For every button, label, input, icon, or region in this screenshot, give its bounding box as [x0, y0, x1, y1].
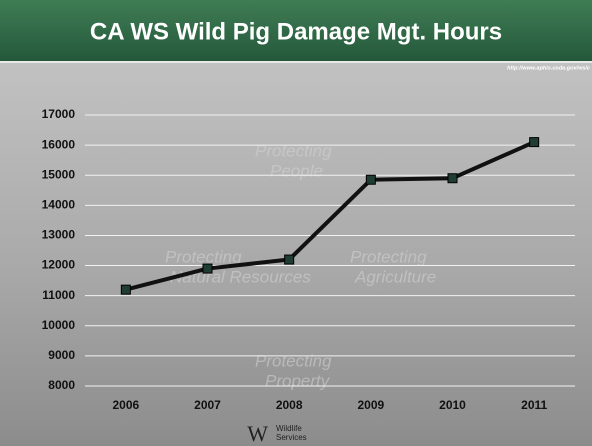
x-tick-label: 2007	[194, 398, 221, 412]
watermark: Natural Resources	[170, 267, 311, 286]
y-tick-label: 14000	[42, 198, 76, 212]
x-tick-label: 2010	[439, 398, 466, 412]
x-tick-label: 2008	[276, 398, 303, 412]
y-tick-label: 15000	[42, 167, 76, 181]
y-tick-label: 13000	[42, 228, 76, 242]
y-tick-label: 9000	[48, 348, 75, 362]
x-tick-label: 2006	[112, 398, 139, 412]
data-marker	[448, 174, 457, 183]
watermark: People	[270, 161, 323, 180]
x-tick-label: 2009	[357, 398, 384, 412]
logo-mark: W	[247, 421, 268, 446]
watermark: Property	[265, 371, 331, 390]
watermark: Agriculture	[354, 267, 436, 286]
slide: CA WS Wild Pig Damage Mgt. Hours http://…	[0, 0, 592, 446]
y-tick-label: 11000	[42, 288, 75, 302]
data-marker	[366, 175, 375, 184]
watermark: Protecting	[255, 351, 332, 370]
source-url: http://www.aphis.usda.gov/ws/c	[507, 65, 590, 71]
y-tick-label: 12000	[42, 258, 76, 272]
logo-text: Services	[276, 433, 307, 442]
y-tick-label: 17000	[42, 107, 76, 121]
data-marker	[530, 138, 539, 147]
watermark: Protecting	[350, 247, 427, 266]
y-tick-label: 8000	[48, 378, 75, 392]
data-marker	[121, 285, 130, 294]
data-marker	[285, 255, 294, 264]
data-marker	[203, 264, 212, 273]
y-tick-label: 10000	[42, 318, 76, 332]
x-tick-label: 2011	[521, 398, 547, 412]
logo-text: Wildlife	[276, 424, 302, 433]
watermark: Protecting	[255, 141, 332, 160]
y-tick-label: 16000	[42, 137, 76, 151]
chart-title: CA WS Wild Pig Damage Mgt. Hours	[90, 18, 502, 45]
